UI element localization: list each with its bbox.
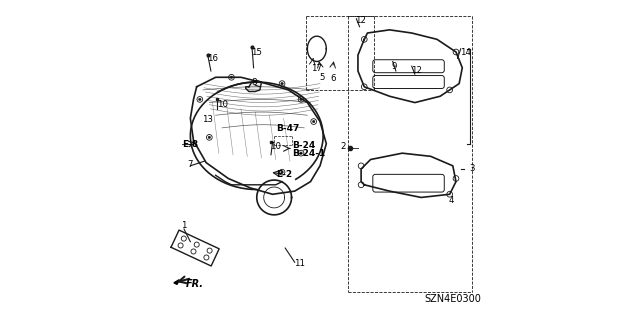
Text: 17: 17 bbox=[312, 64, 323, 73]
Text: E-2: E-2 bbox=[276, 169, 292, 179]
Text: 4: 4 bbox=[448, 196, 454, 205]
Text: 8: 8 bbox=[252, 78, 257, 87]
Circle shape bbox=[312, 120, 315, 123]
Circle shape bbox=[300, 98, 302, 101]
Circle shape bbox=[300, 152, 302, 154]
FancyBboxPatch shape bbox=[373, 174, 444, 192]
Text: 7: 7 bbox=[187, 160, 193, 169]
FancyBboxPatch shape bbox=[373, 76, 444, 88]
Circle shape bbox=[198, 98, 201, 101]
Text: 10: 10 bbox=[216, 100, 228, 109]
Text: 16: 16 bbox=[207, 55, 218, 63]
Text: 3: 3 bbox=[469, 165, 475, 174]
Text: 1: 1 bbox=[181, 221, 186, 230]
Text: 10: 10 bbox=[270, 142, 281, 151]
Text: 15: 15 bbox=[251, 48, 262, 57]
Circle shape bbox=[281, 171, 284, 174]
Text: 9: 9 bbox=[392, 62, 397, 71]
Text: 2: 2 bbox=[340, 142, 346, 151]
Text: 12: 12 bbox=[411, 65, 422, 75]
Polygon shape bbox=[246, 80, 262, 92]
Text: 5: 5 bbox=[319, 73, 325, 82]
Polygon shape bbox=[174, 280, 179, 285]
Text: E-8: E-8 bbox=[182, 140, 198, 149]
Circle shape bbox=[208, 136, 211, 139]
Text: 6: 6 bbox=[330, 74, 336, 83]
Text: 13: 13 bbox=[202, 115, 213, 123]
Text: 14: 14 bbox=[460, 48, 471, 57]
FancyBboxPatch shape bbox=[373, 60, 444, 73]
Text: FR.: FR. bbox=[186, 279, 204, 289]
Text: B-24-1: B-24-1 bbox=[292, 149, 326, 158]
Text: B-24: B-24 bbox=[292, 141, 316, 150]
Text: SZN4E0300: SZN4E0300 bbox=[424, 293, 481, 304]
Text: 12: 12 bbox=[355, 17, 367, 26]
Circle shape bbox=[230, 76, 233, 78]
Text: 11: 11 bbox=[294, 259, 305, 268]
Text: B-47: B-47 bbox=[276, 124, 300, 133]
Circle shape bbox=[281, 82, 284, 85]
